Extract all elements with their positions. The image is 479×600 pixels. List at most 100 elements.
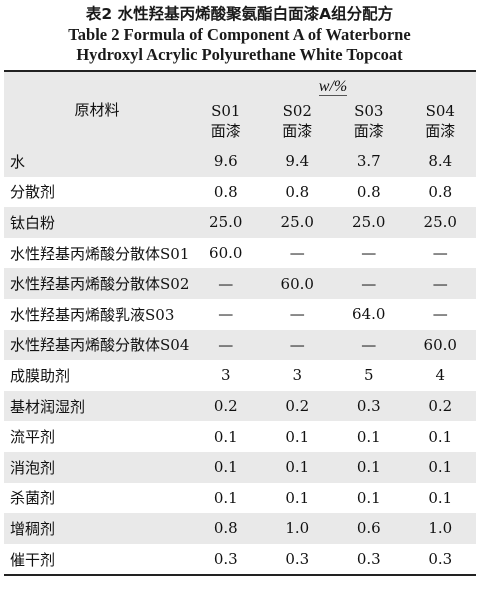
header-material-label: 原材料	[74, 100, 120, 119]
header-material: 原材料	[4, 70, 190, 146]
header-sample-4: S04 面漆	[405, 96, 477, 146]
formula-table: 原材料 w/% S01 面漆 S02 面漆 S03 面漆 S04 面漆 水 9.6 9.4 3.7 8…	[4, 70, 477, 577]
value-cell: 1.0	[404, 513, 476, 544]
value-cell: 3	[220, 366, 231, 385]
value-cell: 1.0	[261, 513, 333, 544]
value-cell: 0.1	[285, 427, 310, 446]
material-name: 杀菌剂	[10, 489, 56, 508]
value-cell: 0.8	[428, 182, 453, 201]
material-name: 水性羟基丙烯酸分散体S02	[4, 268, 190, 299]
value-cell: —	[361, 244, 377, 263]
sample-code: S02	[282, 102, 312, 120]
value-cell: 0.3	[333, 543, 405, 577]
caption-english-line1: Table 2 Formula of Component A of Waterb…	[68, 25, 411, 44]
value-cell: 0.1	[428, 488, 453, 507]
material-name: 流平剂	[10, 428, 56, 447]
value-cell: —	[333, 329, 405, 361]
value-cell: —	[333, 268, 405, 299]
table-row: 催干剂 0.3 0.3 0.3 0.3	[4, 543, 476, 577]
material-name: 消泡剂	[4, 451, 190, 483]
value-cell: 9.4	[261, 146, 333, 177]
value-cell: 0.3	[261, 543, 333, 577]
sample-label: 面漆	[210, 122, 241, 140]
value-cell: 0.1	[213, 488, 238, 507]
sample-label: 面漆	[282, 122, 313, 140]
sample-code: S04	[425, 102, 455, 120]
value-cell: —	[404, 268, 476, 299]
table-row: 水性羟基丙烯酸分散体S01 60.0 — — —	[4, 238, 476, 269]
value-cell: 0.8	[190, 513, 262, 544]
value-cell: 25.0	[404, 207, 476, 238]
value-cell: 0.1	[333, 451, 405, 483]
header-sample-2: S02 面漆	[262, 96, 334, 146]
value-cell: 0.1	[356, 427, 381, 446]
value-cell: 5	[363, 366, 374, 385]
table-row: 水性羟基丙烯酸分散体S04— — —60.0	[4, 329, 476, 361]
value-cell: 0.1	[428, 427, 453, 446]
table-caption: 表2 水性羟基丙烯酸聚氨酯白面漆A组分配方 Table 2 Formula of…	[0, 0, 479, 65]
value-cell: 0.3	[333, 390, 405, 422]
value-cell: —	[432, 244, 448, 263]
header-unit: w/%	[190, 70, 476, 96]
value-cell: —	[190, 329, 262, 361]
value-cell: 25.0	[261, 207, 333, 238]
material-name: 钛白粉	[4, 207, 190, 238]
table-body: 水 9.6 9.4 3.7 8.4 分散剂 0.8 0.8 0.8 0.8 钛白粉 25.0 25.0 2…	[4, 146, 476, 577]
table-row: 水性羟基丙烯酸分散体S02—60.0— —	[4, 268, 476, 299]
material-name: 水性羟基丙烯酸分散体S04	[4, 329, 190, 361]
material-name: 水	[4, 146, 190, 177]
table-row: 消泡剂 0.1 0.1 0.1 0.1	[4, 451, 476, 483]
value-cell: —	[218, 305, 234, 324]
value-cell: —	[289, 244, 305, 263]
sample-code: S03	[354, 102, 384, 120]
table-row: 分散剂 0.8 0.8 0.8 0.8	[4, 177, 476, 208]
material-name: 催干剂	[4, 543, 190, 577]
table-row: 流平剂 0.1 0.1 0.1 0.1	[4, 421, 476, 452]
material-name: 成膜助剂	[10, 366, 71, 385]
table-row: 基材润湿剂 0.2 0.2 0.3 0.2	[4, 390, 476, 422]
caption-english-line2: Hydroxyl Acrylic Polyurethane White Topc…	[76, 45, 403, 64]
header-row-unit: 原材料 w/%	[4, 70, 476, 146]
value-cell: 0.3	[404, 543, 476, 577]
value-cell: 0.8	[285, 182, 310, 201]
value-cell: 4	[435, 366, 446, 385]
value-cell: 8.4	[404, 146, 476, 177]
value-cell: 25.0	[333, 207, 405, 238]
material-name: 分散剂	[10, 183, 56, 202]
material-name: 增稠剂	[4, 513, 190, 544]
value-cell: 0.1	[356, 488, 381, 507]
unit-label: w/%	[318, 78, 348, 96]
value-cell: 9.6	[190, 146, 262, 177]
value-cell: 0.2	[404, 390, 476, 422]
value-cell: —	[432, 305, 448, 324]
sample-code: S01	[211, 102, 241, 120]
value-cell: 3.7	[333, 146, 405, 177]
table-row: 成膜助剂 3 3 5 4	[4, 360, 476, 391]
value-cell: 3	[292, 366, 303, 385]
caption-chinese: 表2 水性羟基丙烯酸聚氨酯白面漆A组分配方	[85, 5, 394, 23]
value-cell: 0.6	[333, 513, 405, 544]
value-cell: 0.8	[356, 182, 381, 201]
header-sample-3: S03 面漆	[333, 96, 405, 146]
value-cell: —	[261, 329, 333, 361]
table-row: 水性羟基丙烯酸乳液S03 — — 64.0 —	[4, 299, 476, 330]
value-cell: 0.2	[190, 390, 262, 422]
value-cell: 0.1	[285, 488, 310, 507]
value-cell: 60.0	[261, 268, 333, 299]
value-cell: 60.0	[404, 329, 476, 361]
material-name: 水性羟基丙烯酸乳液S03	[10, 305, 175, 324]
material-name: 水性羟基丙烯酸分散体S01	[10, 244, 190, 263]
header-sample-1: S01 面漆	[190, 96, 262, 146]
value-cell: 0.1	[213, 427, 238, 446]
value-cell: 0.1	[261, 451, 333, 483]
value-cell: 0.1	[190, 451, 262, 483]
value-cell: —	[190, 268, 262, 299]
table-row: 杀菌剂 0.1 0.1 0.1 0.1	[4, 483, 476, 514]
value-cell: 0.8	[213, 182, 238, 201]
table-row: 增稠剂 0.8 1.0 0.6 1.0	[4, 513, 476, 544]
value-cell: 25.0	[190, 207, 262, 238]
value-cell: 0.2	[261, 390, 333, 422]
value-cell: 60.0	[209, 244, 243, 263]
value-cell: —	[289, 305, 305, 324]
table-row: 水 9.6 9.4 3.7 8.4	[4, 146, 476, 177]
